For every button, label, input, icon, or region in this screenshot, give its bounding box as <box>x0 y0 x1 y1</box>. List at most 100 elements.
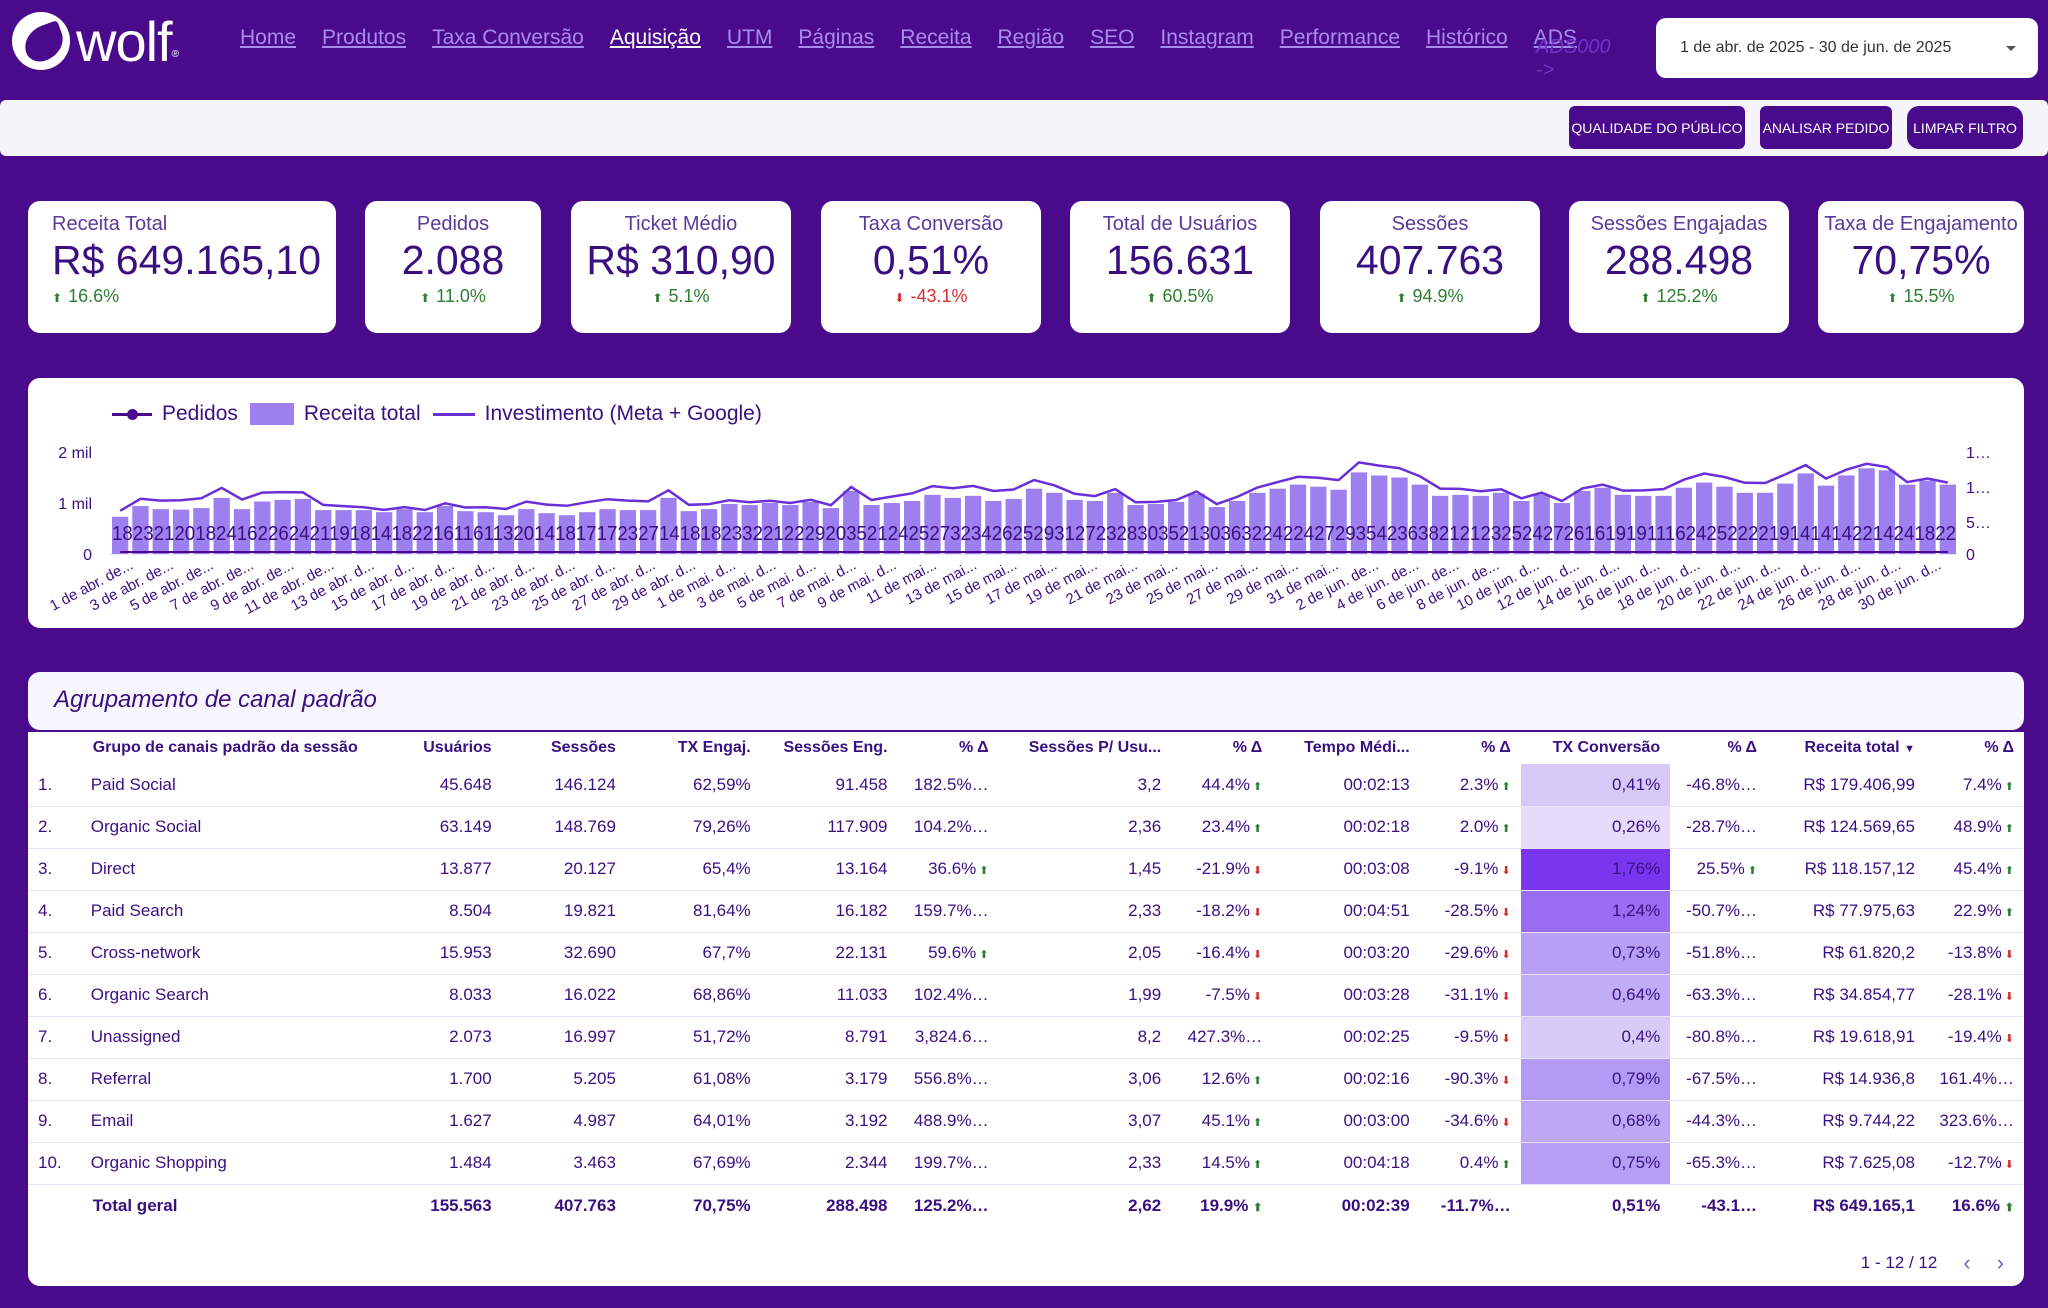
table-row[interactable]: 5. Cross-network 15.953 32.690 67,7% 22.131 59… <box>28 932 2024 975</box>
kpi-ticket-medio: Ticket Médio R$ 310,90 ⬆ 5.1% <box>571 201 791 333</box>
revenue-bar <box>1066 499 1083 554</box>
row-sessoes-value: 3.463 <box>573 1153 616 1172</box>
col-header-sessoes-eng[interactable]: Sessões Eng. <box>783 739 888 756</box>
kpi-total-usuarios: Total de Usuários 156.631 ⬆ 60.5% <box>1070 201 1290 333</box>
nav-utm[interactable]: UTM <box>726 26 773 49</box>
row-sessoes-eng-value: 3.192 <box>844 1111 888 1130</box>
nav-paginas[interactable]: Páginas <box>798 26 875 49</box>
arrow-up-icon: ⬆ <box>52 291 63 305</box>
row-receita: R$ 61.820,2 <box>1767 932 1925 975</box>
chevron-right-icon[interactable]: › <box>1996 1250 2004 1275</box>
chevron-left-icon[interactable]: ‹ <box>1963 1250 1971 1275</box>
revenue-bar <box>335 510 352 554</box>
row-sessoes-value: 146.124 <box>554 774 616 794</box>
nav-seo[interactable]: SEO <box>1090 26 1135 49</box>
col-header-tempo-medio[interactable]: Tempo Médi... <box>1304 739 1410 756</box>
revenue-bar <box>1513 500 1530 554</box>
table-row[interactable]: 9. Email 1.627 4.987 64,01% 3.192 488.9%… 3,07 4… <box>28 1100 2024 1143</box>
nav-produtos[interactable]: Produtos <box>322 26 407 49</box>
row-sessoes-eng: 3.192 <box>760 1100 898 1143</box>
row-canal-value: Paid Social <box>90 774 176 794</box>
col-header-usuarios[interactable]: Usuários <box>423 739 492 756</box>
table-row[interactable]: 3. Direct 13.877 20.127 65,4% 13.164 36.6% ⬆ 1,… <box>28 848 2024 891</box>
legend-receita-total[interactable]: Receita total <box>249 402 421 426</box>
table-row[interactable]: 10. Organic Shopping 1.484 3.463 67,69% 2.344… <box>28 1142 2024 1185</box>
arrow-down-icon: ⬇ <box>1498 1033 1511 1045</box>
row-delta-5-value: -28.1% <box>1947 985 2002 1004</box>
row-usuarios: 2.073 <box>388 1016 502 1059</box>
col-header-delta-3[interactable]: % Δ <box>1481 739 1511 756</box>
arrow-up-icon: ⬆ <box>1250 1117 1263 1129</box>
table-row[interactable]: 4. Paid Search 8.504 19.821 81,64% 16.182 159.… <box>28 890 2024 933</box>
row-tx-conversao: 0,64% <box>1520 974 1671 1017</box>
row-delta-4-value: -50.7%… <box>1686 901 1758 920</box>
col-header-delta-4[interactable]: % Δ <box>1727 739 1758 756</box>
row-tempo-value: 00:02:16 <box>1343 1069 1410 1088</box>
row-delta-2: 14.5% ⬆ <box>1171 1142 1273 1185</box>
row-spu-value: 2,36 <box>1128 817 1162 836</box>
revenue-bar <box>1939 484 1956 554</box>
row-sessoes: 146.124 <box>501 764 626 807</box>
legend-pedidos[interactable]: Pedidos <box>112 402 238 426</box>
revenue-bar <box>1574 490 1591 554</box>
col-header-tx-conversao[interactable]: TX Conversão <box>1552 739 1661 756</box>
analisar-pedido-button[interactable]: ANALISAR PEDIDO <box>1760 106 1892 149</box>
row-delta-1-value: 59.6% <box>928 943 977 962</box>
revenue-bar <box>1675 487 1692 554</box>
nav-instagram[interactable]: Instagram <box>1160 26 1254 49</box>
row-delta-1-value: 3,824.6… <box>914 1027 989 1046</box>
nav-receita[interactable]: Receita <box>900 26 972 49</box>
y-axis-left-tick: 0 <box>83 547 92 564</box>
date-range-picker[interactable]: 1 de abr. de 2025 - 30 de jun. de 2025 <box>1656 18 2038 78</box>
table-row[interactable]: 2. Organic Social 63.149 148.769 79,26% 117.9… <box>28 806 2024 849</box>
table-row[interactable]: 7. Unassigned 2.073 16.997 51,72% 8.791 3,824.… <box>28 1016 2024 1059</box>
arrow-down-icon: ⬇ <box>1250 949 1263 961</box>
row-tx-engaj-value: 64,01% <box>693 1111 751 1130</box>
nav-aquisicao[interactable]: Aquisição <box>609 26 701 49</box>
nav-home[interactable]: Home <box>240 26 297 49</box>
nav-ads[interactable]: ADS <box>1533 26 1577 49</box>
totals-delta-4: -43.1… <box>1701 1196 1758 1216</box>
row-delta-5: 22.9% ⬆ <box>1924 890 2024 933</box>
col-header-sessoes[interactable]: Sessões <box>550 739 616 756</box>
revenue-bar <box>802 501 819 554</box>
nav-regiao[interactable]: Região <box>997 26 1065 49</box>
table-row[interactable]: 8. Referral 1.700 5.205 61,08% 3.179 556.8%… 3,… <box>28 1058 2024 1101</box>
row-usuarios-value: 1.700 <box>449 1069 492 1088</box>
legend-investimento[interactable]: Investimento (Meta + Google) <box>432 402 762 426</box>
row-delta-2: -7.5% ⬇ <box>1171 974 1273 1017</box>
row-tx-engaj-value: 51,72% <box>693 1027 751 1046</box>
row-spu: 2,05 <box>998 932 1172 975</box>
top-bar: wolf ® Home Produtos Taxa Conversão Aqui… <box>0 0 2048 100</box>
col-header-sessoes-por-usuario[interactable]: Sessões P/ Usu... <box>1028 739 1162 756</box>
revenue-bar <box>1635 495 1652 554</box>
col-header-canal[interactable]: Grupo de canais padrão da sessão <box>92 739 358 756</box>
qualidade-publico-button[interactable]: QUALIDADE DO PÚBLICO <box>1569 106 1745 149</box>
row-tempo: 00:02:18 <box>1272 806 1420 849</box>
col-header-delta-1[interactable]: % Δ <box>959 739 989 756</box>
row-delta-2-value: 44.4% <box>1201 774 1250 794</box>
nav-performance[interactable]: Performance <box>1279 26 1401 49</box>
row-canal: Organic Social <box>82 806 389 849</box>
table-row[interactable]: 1. Paid Social 45.648 146.124 62,59% 91.458 18… <box>28 764 2024 807</box>
col-header-tx-engaj[interactable]: TX Engaj. <box>677 739 751 756</box>
row-delta-1: 102.4%… <box>897 974 999 1017</box>
col-header-delta-5[interactable]: % Δ <box>1984 739 2014 756</box>
chevron-down-icon <box>2006 45 2016 51</box>
nav-historico[interactable]: Histórico <box>1426 26 1508 49</box>
row-delta-5: 45.4% ⬆ <box>1924 848 2024 891</box>
totals-tempo: 00:02:39 <box>1341 1196 1410 1216</box>
nav-taxa-conversao[interactable]: Taxa Conversão <box>432 26 584 49</box>
arrow-up-icon: ⬆ <box>2001 780 2014 793</box>
col-header-receita-total[interactable]: Receita total ▼ <box>1767 732 1925 764</box>
limpar-filtro-button[interactable]: LIMPAR FILTRO <box>1907 106 2023 149</box>
row-index: 5. <box>28 932 83 975</box>
col-header-delta-2[interactable]: % Δ <box>1232 739 1263 756</box>
row-delta-5-value: -13.8% <box>1947 943 2002 962</box>
row-delta-1: 104.2%… <box>897 806 999 849</box>
wolf-logo[interactable]: wolf ® <box>12 10 202 73</box>
row-usuarios: 1.627 <box>388 1100 502 1143</box>
kpi-value: 0,51% <box>872 237 990 283</box>
row-spu-value: 8,2 <box>1137 1027 1162 1046</box>
table-row[interactable]: 6. Organic Search 8.033 16.022 68,86% 11.033 1… <box>28 974 2024 1017</box>
